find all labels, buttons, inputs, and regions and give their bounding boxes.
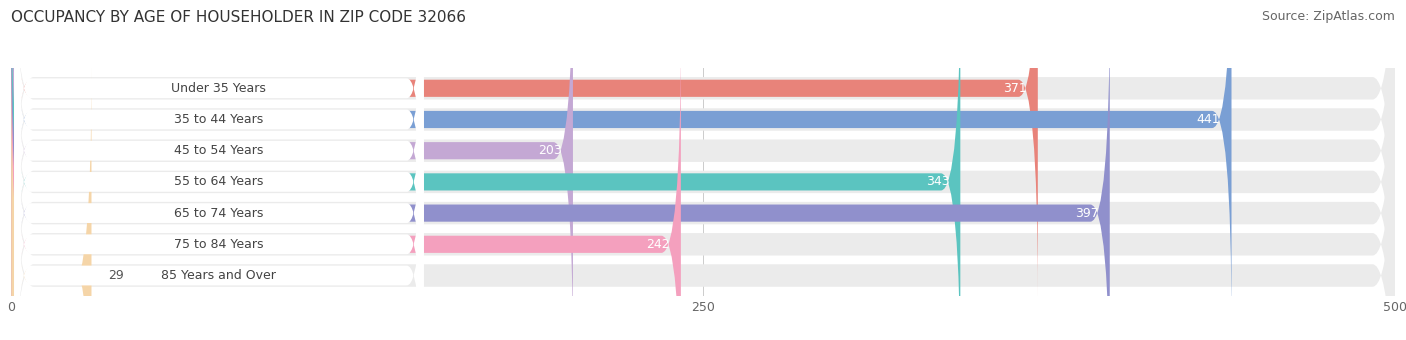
FancyBboxPatch shape (14, 98, 423, 340)
FancyBboxPatch shape (11, 0, 1038, 298)
FancyBboxPatch shape (11, 37, 1395, 340)
FancyBboxPatch shape (11, 0, 1395, 340)
FancyBboxPatch shape (14, 0, 423, 328)
FancyBboxPatch shape (11, 3, 1109, 340)
FancyBboxPatch shape (14, 67, 423, 340)
FancyBboxPatch shape (14, 0, 423, 266)
Text: Under 35 Years: Under 35 Years (172, 82, 266, 95)
FancyBboxPatch shape (14, 36, 423, 340)
FancyBboxPatch shape (11, 6, 1395, 340)
FancyBboxPatch shape (11, 0, 1395, 340)
Text: 343: 343 (925, 175, 949, 188)
Text: 35 to 44 Years: 35 to 44 Years (174, 113, 263, 126)
FancyBboxPatch shape (14, 0, 423, 297)
Text: 85 Years and Over: 85 Years and Over (162, 269, 276, 282)
FancyBboxPatch shape (11, 0, 1395, 340)
Text: Source: ZipAtlas.com: Source: ZipAtlas.com (1261, 10, 1395, 23)
FancyBboxPatch shape (14, 4, 423, 340)
FancyBboxPatch shape (11, 0, 574, 340)
Text: 203: 203 (538, 144, 562, 157)
Text: OCCUPANCY BY AGE OF HOUSEHOLDER IN ZIP CODE 32066: OCCUPANCY BY AGE OF HOUSEHOLDER IN ZIP C… (11, 10, 467, 25)
Text: 55 to 64 Years: 55 to 64 Years (174, 175, 263, 188)
Text: 45 to 54 Years: 45 to 54 Years (174, 144, 263, 157)
FancyBboxPatch shape (11, 0, 960, 340)
Text: 441: 441 (1197, 113, 1220, 126)
FancyBboxPatch shape (11, 0, 1395, 340)
Text: 371: 371 (1002, 82, 1026, 95)
Text: 242: 242 (647, 238, 669, 251)
FancyBboxPatch shape (11, 34, 681, 340)
Text: 29: 29 (108, 269, 124, 282)
Text: 65 to 74 Years: 65 to 74 Years (174, 207, 263, 220)
Text: 75 to 84 Years: 75 to 84 Years (174, 238, 263, 251)
FancyBboxPatch shape (11, 66, 91, 340)
Text: 397: 397 (1076, 207, 1098, 220)
FancyBboxPatch shape (11, 0, 1232, 329)
FancyBboxPatch shape (11, 0, 1395, 327)
